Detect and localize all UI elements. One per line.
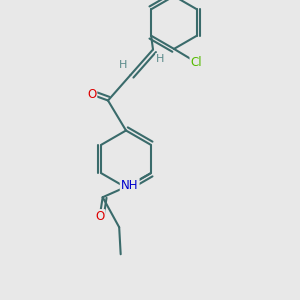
Text: NH: NH (121, 179, 138, 192)
Text: H: H (156, 54, 165, 64)
Text: Cl: Cl (191, 56, 202, 69)
Text: O: O (87, 88, 96, 101)
Text: O: O (95, 210, 104, 223)
Text: H: H (119, 60, 127, 70)
